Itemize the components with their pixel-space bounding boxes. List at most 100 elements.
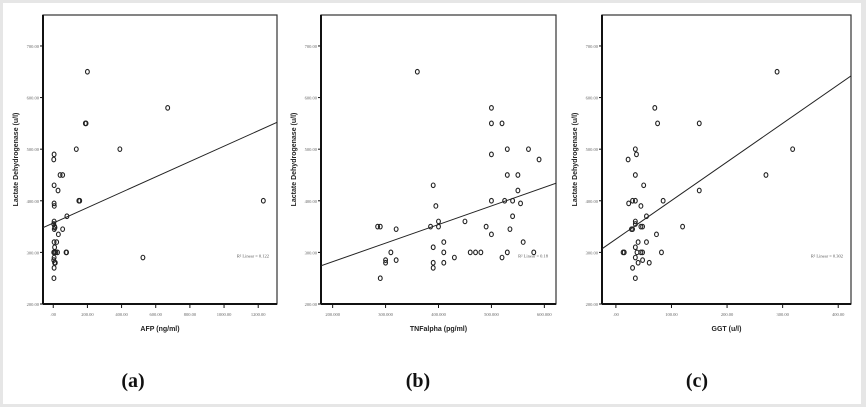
- x-tick-label: 200.000: [325, 312, 340, 317]
- caption-a: (a): [121, 370, 145, 392]
- y-tick-label: 500.00: [27, 147, 40, 152]
- data-point: [515, 187, 521, 194]
- data-point: [436, 223, 441, 230]
- data-point: [64, 249, 70, 256]
- scatter-chart-2: 200.00 300.00 400.00 500.00 600.00 700.00 200.…: [291, 14, 557, 333]
- data-point: [467, 249, 473, 256]
- data-point: [430, 265, 436, 271]
- data-point: [644, 239, 649, 245]
- data-point: [504, 249, 510, 256]
- y-axis-label: Lactate Dehydrogenase (u/l): [572, 113, 579, 207]
- x-tick-label: 300.00: [776, 312, 789, 317]
- data-point: [632, 172, 638, 178]
- data-point: [60, 172, 66, 178]
- data-point: [428, 223, 434, 230]
- data-point: [473, 249, 478, 256]
- y-tick-label: 600.00: [27, 96, 40, 101]
- data-point: [520, 239, 526, 245]
- data-point: [441, 249, 447, 256]
- x-tick-label: .00: [613, 312, 619, 317]
- data-point: [504, 146, 510, 153]
- r-squared-annotation: R² Linear = 0.302: [811, 254, 843, 259]
- data-point: [632, 218, 638, 225]
- x-tick-label: 600.000: [537, 312, 552, 317]
- data-point: [51, 254, 57, 261]
- data-point: [441, 239, 447, 245]
- data-point: [644, 213, 649, 220]
- y-tick-label: 400.00: [27, 199, 40, 204]
- data-point: [507, 226, 513, 233]
- data-point: [51, 239, 57, 245]
- data-point: [626, 200, 632, 207]
- data-point: [655, 120, 661, 127]
- data-point: [83, 120, 89, 127]
- data-point: [84, 68, 90, 75]
- data-point: [536, 156, 542, 163]
- x-tick-label: 200.00: [721, 312, 734, 317]
- data-point: [635, 239, 641, 245]
- regression-line: [43, 121, 277, 229]
- x-tick-label: 1200.00: [251, 312, 266, 317]
- data-point: [52, 244, 58, 251]
- data-point: [630, 197, 636, 204]
- data-point: [393, 226, 399, 233]
- x-tick-label: 300.000: [378, 312, 393, 317]
- data-point: [640, 257, 646, 263]
- r-squared-annotation: R² Linear = 0.122: [237, 254, 269, 259]
- y-axis-label: Lactate Dehydrogenase (u/l): [291, 113, 298, 207]
- data-point: [73, 146, 79, 153]
- data-point: [632, 197, 638, 204]
- data-point: [53, 249, 59, 256]
- data-point: [451, 254, 457, 261]
- data-point: [652, 105, 658, 111]
- data-point: [430, 259, 436, 266]
- plot-frame: [320, 14, 557, 305]
- data-point: [430, 182, 436, 189]
- y-tick-label: 400.00: [586, 199, 599, 204]
- y-tick-label: 200.00: [586, 302, 599, 307]
- data-point: [790, 146, 796, 153]
- x-tick-label: 400.00: [832, 312, 845, 317]
- data-point: [641, 182, 647, 189]
- x-tick-label: 100.00: [665, 312, 678, 317]
- x-tick-label: .00: [50, 312, 56, 317]
- data-point: [632, 254, 638, 261]
- data-point: [488, 197, 494, 204]
- x-tick-label: 800.00: [184, 312, 197, 317]
- data-point: [377, 275, 383, 282]
- data-point: [640, 223, 646, 230]
- figure-page: [3, 3, 861, 404]
- data-point: [654, 231, 659, 238]
- data-point: [680, 223, 686, 230]
- y-tick-label: 500.00: [305, 147, 318, 152]
- caption-c: (c): [685, 370, 709, 392]
- data-point: [632, 275, 638, 282]
- data-point: [140, 254, 146, 261]
- data-point: [488, 151, 494, 158]
- data-point: [635, 259, 641, 266]
- y-axis-label: Lactate Dehydrogenase (u/l): [13, 113, 20, 207]
- data-point: [51, 218, 57, 225]
- scatter-chart-3: 200.00 300.00 400.00 500.00 600.00 700.00 .00 1…: [572, 14, 852, 333]
- data-point: [660, 197, 666, 204]
- data-point: [52, 259, 58, 266]
- regression-line: [602, 75, 851, 250]
- data-point: [51, 226, 57, 233]
- data-point: [478, 249, 484, 256]
- y-tick-label: 300.00: [27, 250, 40, 255]
- scatter-chart-1: 200.00 300.00 400.00 500.00 600.00 700.00 .00 2…: [13, 14, 278, 333]
- data-point: [499, 120, 505, 127]
- caption-b: (b): [405, 370, 431, 392]
- data-point: [638, 203, 644, 209]
- data-point: [260, 197, 266, 204]
- data-point: [632, 244, 638, 251]
- data-point: [393, 257, 399, 263]
- y-tick-label: 700.00: [586, 44, 599, 49]
- data-point: [504, 172, 510, 178]
- y-tick-label: 600.00: [586, 96, 599, 101]
- data-point: [515, 172, 521, 178]
- x-tick-label: 1000.00: [217, 312, 232, 317]
- y-tick-label: 300.00: [305, 250, 318, 255]
- plot-frame: [42, 14, 278, 305]
